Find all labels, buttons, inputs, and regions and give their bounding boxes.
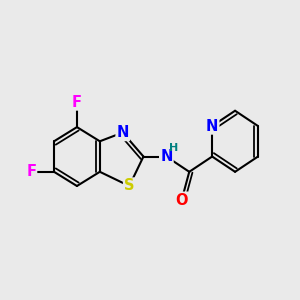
Text: N: N xyxy=(116,125,129,140)
Text: O: O xyxy=(176,193,188,208)
Text: H: H xyxy=(169,143,178,153)
Text: F: F xyxy=(72,94,82,110)
Text: N: N xyxy=(160,149,172,164)
Text: S: S xyxy=(124,178,134,194)
Text: N: N xyxy=(206,118,218,134)
Text: F: F xyxy=(26,164,36,179)
